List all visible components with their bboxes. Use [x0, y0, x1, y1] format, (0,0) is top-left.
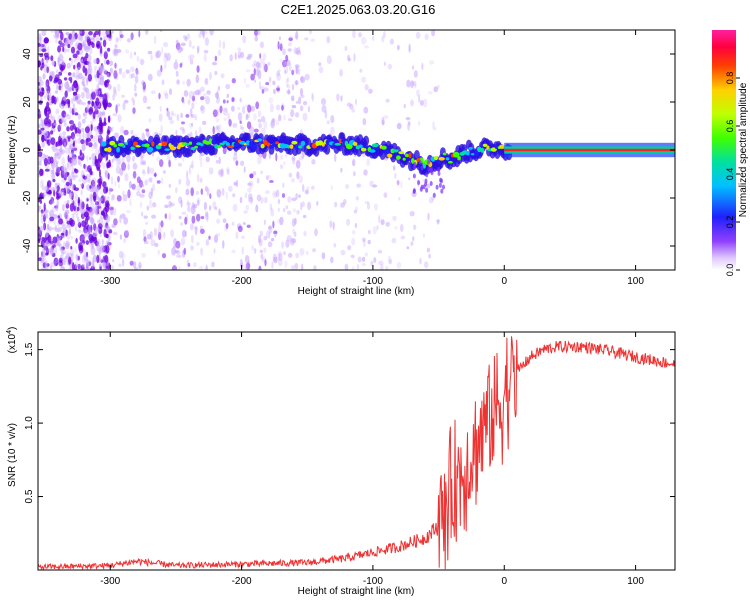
snr-multiplier-text: (x104) [6, 327, 18, 354]
colorbar-tick-label: 0.0 [725, 264, 735, 277]
snr-line-path [38, 336, 675, 570]
colorbar-gradient [712, 30, 736, 270]
spectrogram-x-tick-label: 100 [627, 276, 644, 287]
snr-x-tick-label: -100 [363, 576, 383, 587]
snr-x-tick-label: -300 [100, 576, 120, 587]
snr-multiplier-close: ) [7, 327, 18, 330]
snr-y-tick-label: 1.5 [24, 342, 35, 356]
spectrogram-y-tick-label: 20 [22, 96, 33, 108]
chart-title: C2E1.2025.063.03.20.G16 [280, 2, 436, 17]
spectrogram-image [38, 30, 675, 270]
spectrogram-y-tick-label: -40 [22, 238, 33, 253]
colorbar-ticks: 0.0 0.2 0.4 0.6 0.8 [725, 72, 740, 277]
colorbar: 0.0 0.2 0.4 0.6 0.8 Normalized spectral ampl… [712, 30, 749, 276]
snr-multiplier-base: (x10 [7, 333, 18, 353]
snr-panel: -300 -200 -100 0 100 0.5 1.0 1.5 Height of stra… [6, 327, 676, 597]
snr-y-tick-label: 1.0 [24, 416, 35, 430]
snr-x-label: Height of straight line (km) [298, 586, 415, 597]
spectrogram-y-label: Frequency (Hz) [7, 116, 18, 185]
spectrogram-y-tick-label: 0 [22, 147, 33, 153]
snr-y-tick-label: 0.5 [24, 489, 35, 503]
colorbar-tick-label: 0.2 [725, 216, 735, 229]
spectrogram-x-tick-label: -100 [363, 276, 383, 287]
spectrogram-y-tick-label: 40 [22, 48, 33, 60]
snr-axes: -300 -200 -100 0 100 0.5 1.0 1.5 [24, 332, 675, 587]
snr-multiplier-exponent: 4 [6, 330, 13, 334]
spectrogram-x-label: Height of straight line (km) [298, 286, 415, 297]
snr-series-line [38, 336, 675, 570]
spectrogram-x-tick-label: 0 [501, 276, 507, 287]
spectrogram-y-tick-label: -20 [22, 190, 33, 205]
colorbar-tick-label: 0.8 [725, 72, 735, 85]
snr-x-tick-label: -200 [232, 576, 252, 587]
spectrogram-x-tick-label: -200 [232, 276, 252, 287]
spectrogram-x-tick-label: -300 [100, 276, 120, 287]
snr-x-tick-label: 0 [501, 576, 507, 587]
snr-frame [37, 331, 676, 571]
snr-y-label: SNR (10 * v/v) [7, 423, 18, 487]
colorbar-label: Normalized spectral amplitude [738, 82, 749, 217]
snr-x-tick-label: 100 [627, 576, 644, 587]
snr-multiplier: (x104) [6, 327, 18, 354]
colorbar-tick-label: 0.4 [725, 168, 735, 181]
colorbar-tick-label: 0.6 [725, 120, 735, 133]
